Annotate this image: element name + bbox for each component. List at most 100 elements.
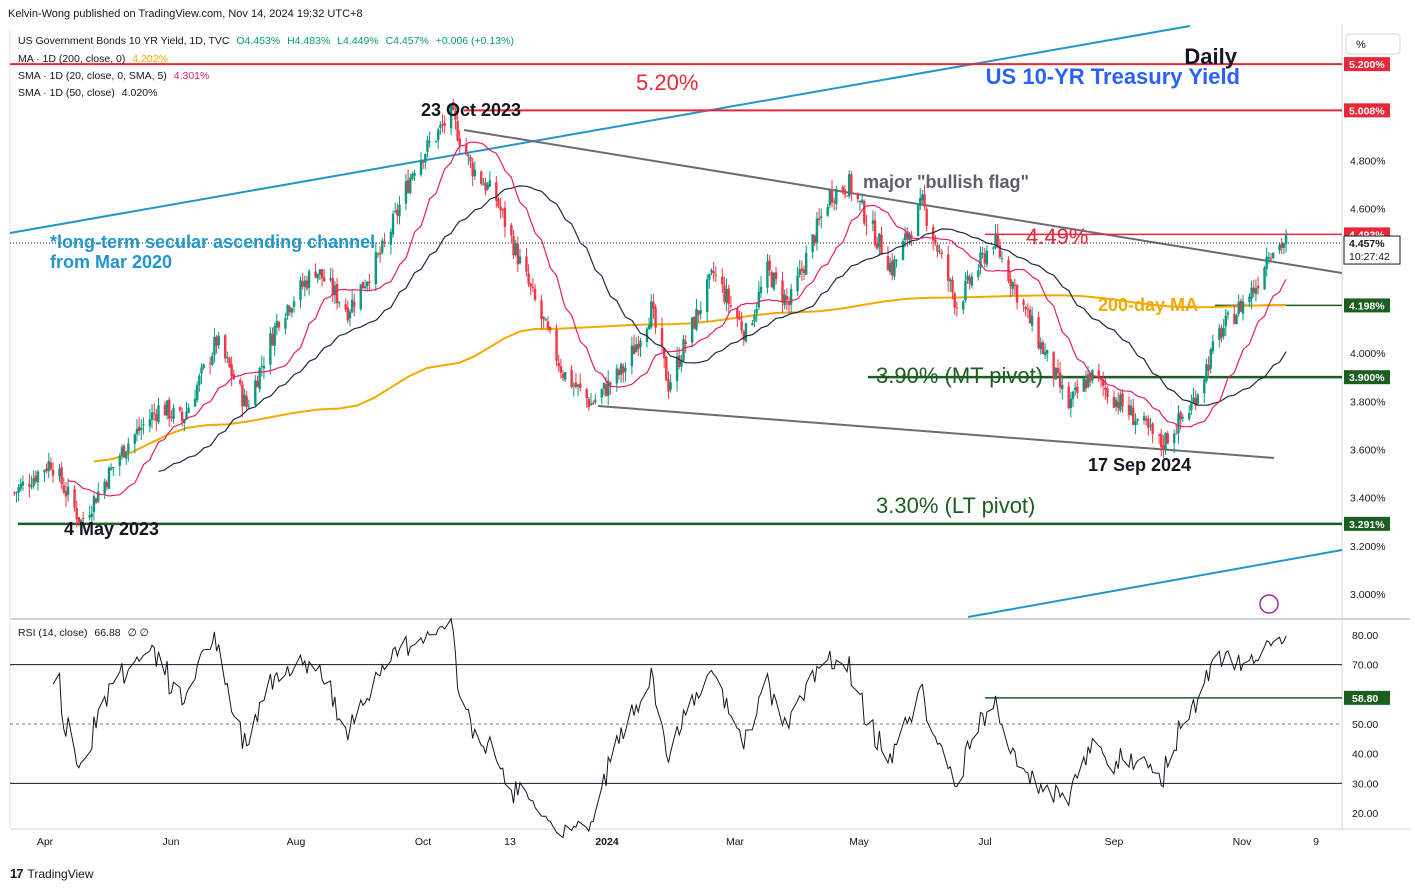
candle-body [1278,244,1281,251]
time-tick-label: Mar [726,836,745,848]
candle-body [404,181,408,204]
tag-500-bg [1344,103,1390,118]
rsi-tick-label: 30.00 [1352,778,1378,790]
candle-body [320,269,324,279]
candle-body [753,315,756,322]
candle-body [157,405,160,423]
candle-body [1164,433,1167,451]
candle-body [1127,404,1131,416]
rsi-legend[interactable]: RSI (14, close) 66.88 ∅ ∅ [18,627,149,639]
candle-body [934,239,937,244]
candle-body [348,311,352,319]
candle-body [906,231,909,240]
candle-body [443,123,446,126]
candle-body [1175,433,1178,435]
candle-body [639,340,642,348]
candle-body [1084,379,1088,389]
candle-body [714,274,718,276]
candle-body [501,209,504,211]
candle-body [1160,433,1163,448]
candle-body [516,243,520,265]
candle-body [1043,351,1047,356]
candle-body [428,141,431,143]
candle-body [817,218,821,220]
candle-body [919,197,922,207]
candle-body [865,224,868,226]
candle-body [439,124,442,128]
candle-body [103,481,106,494]
ma200-line [93,294,1287,463]
candle-body [811,234,814,252]
flag-lower-line [597,405,1275,459]
candle-body [856,193,860,200]
candle-body [318,269,322,275]
candle-body [1235,314,1238,325]
candle-body [1269,258,1273,260]
candle-body [940,252,943,255]
candle-body [557,362,560,367]
candle-body [697,310,700,315]
candle-body [832,200,836,203]
candle-body [271,334,274,346]
candle-body [1121,393,1124,407]
tradingview-footer[interactable]: 17 TradingView [10,866,94,881]
publisher-line: Kelvin-Wong published on TradingView.com… [8,8,363,20]
candle-body [994,234,997,248]
candle-body [1211,341,1215,352]
candle-body [916,205,920,237]
candle-body [211,355,214,365]
sma50-legend[interactable]: SMA · 1D (50, close) 4.020% [18,87,157,99]
ma200-legend[interactable]: MA · 1D (200, close, 0) 4.202% [18,53,168,65]
candle-body [637,343,640,350]
candle-body [226,357,229,359]
candle-body [254,380,257,405]
candle-body [1157,434,1161,436]
candle-body [1101,379,1105,386]
candle-body [1280,243,1283,249]
price-tick-label: 3.200% [1350,541,1386,553]
label-oct-2023: 23 Oct 2023 [421,100,521,120]
time-tick-label: Nov [1233,836,1252,848]
candle-body [366,281,369,287]
candle-body [968,277,971,284]
candle-body [499,206,502,211]
last-price-tag: 4.457% [1349,238,1385,250]
channel-upper-line [9,25,1191,234]
candle-body [1267,257,1271,259]
rsi-label: RSI (14, close) [18,627,88,639]
candle-body [213,336,216,356]
candle-body [1041,342,1045,354]
candle-body [848,174,851,197]
candle-body [1114,399,1118,407]
candle-body [1162,445,1165,450]
sma20-legend[interactable]: SMA · 1D (20, close, 0, SMA, 5) 4.301% [18,70,209,82]
candle-body [458,138,461,146]
candle-body [421,161,425,163]
candle-body [589,403,593,406]
candle-body [62,485,65,493]
candle-body [1009,278,1012,287]
candle-body [273,326,276,346]
candle-body [796,275,799,292]
candle-body [105,482,109,488]
time-tick-label: 9 [1313,836,1319,848]
price-tick-label: 4.600% [1350,204,1386,216]
candle-body [480,171,483,184]
bar-timer: 10:27:42 [1349,251,1390,263]
candle-body [109,467,113,470]
candle-body [51,469,55,476]
time-tick-label: Jul [978,836,991,848]
candle-body [170,416,173,418]
open-value: O4.453% [236,35,281,47]
candle-body [1086,374,1090,387]
rsi-line [52,617,1287,839]
candle-body [1263,267,1266,290]
candle-body [94,498,98,504]
candle-body [60,467,63,485]
candle-body [559,366,563,373]
candle-body [1218,328,1221,341]
candle-body [529,283,532,287]
candle-body [910,235,913,238]
candle-body [1052,351,1055,379]
